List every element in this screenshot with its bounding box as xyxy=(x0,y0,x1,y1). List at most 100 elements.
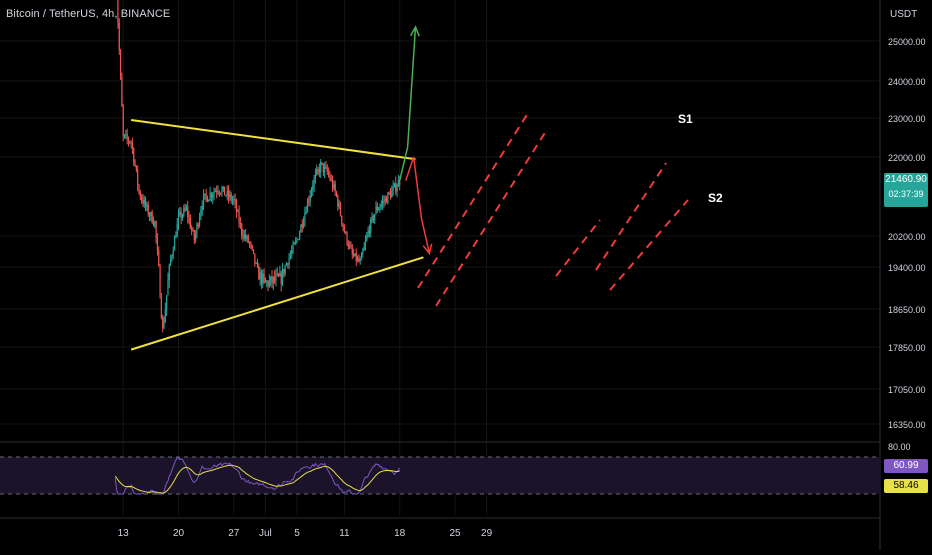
candle-body xyxy=(252,249,255,254)
candle-body xyxy=(134,162,136,166)
time-tick-label: 20 xyxy=(173,528,185,539)
candle-body xyxy=(249,242,251,244)
candle-body xyxy=(226,190,228,196)
candle-body xyxy=(218,191,220,194)
candle-body xyxy=(260,272,263,284)
candle-body xyxy=(189,218,191,229)
candle-body xyxy=(188,216,190,219)
scenario-label-s2: S2 xyxy=(708,191,723,205)
channel-lines xyxy=(417,112,689,307)
candle-body xyxy=(143,199,145,204)
candle-body xyxy=(271,276,273,283)
candle-body xyxy=(360,253,363,261)
candle-body xyxy=(185,207,187,210)
candle-body xyxy=(144,199,147,207)
candle-body xyxy=(206,196,209,202)
candle-body xyxy=(241,223,243,235)
candle-body xyxy=(379,206,381,209)
candle-body xyxy=(159,265,161,298)
candle-body xyxy=(368,230,371,234)
candle-body xyxy=(179,212,181,215)
current-price-value: 21460.90 xyxy=(885,174,927,185)
candle-body xyxy=(230,194,232,201)
candle-body xyxy=(295,240,297,243)
channel-line xyxy=(609,199,689,291)
candle-body xyxy=(381,200,384,204)
candle-body xyxy=(256,262,259,267)
candle-body xyxy=(326,167,328,173)
channel-line xyxy=(417,112,529,289)
candle-body xyxy=(192,230,194,232)
rsi-ma-line xyxy=(114,464,400,494)
candle-body xyxy=(204,193,206,196)
trendlines xyxy=(130,118,424,351)
candle-body xyxy=(331,179,334,189)
candle-body xyxy=(245,234,247,239)
price-tick-label: 22000.00 xyxy=(888,153,926,163)
current-price-badge: 21460.90 02:37:39 xyxy=(884,173,928,207)
candle-body xyxy=(195,233,197,241)
candle-body xyxy=(118,23,120,51)
time-tick-label: 29 xyxy=(481,528,493,539)
candle-body xyxy=(392,186,394,191)
candle-body xyxy=(209,193,211,200)
candle-body xyxy=(127,138,130,142)
candle-body xyxy=(388,192,390,194)
candle-body xyxy=(338,204,340,207)
candle-body xyxy=(358,258,360,262)
candle-body xyxy=(374,214,376,221)
candle-body xyxy=(166,295,168,310)
candle-body xyxy=(160,297,162,318)
candle-body xyxy=(264,278,266,283)
candle-body xyxy=(139,191,141,198)
candle-body xyxy=(208,199,210,202)
candle-body xyxy=(333,184,335,189)
candle-body xyxy=(176,223,178,238)
scenario-arrowhead-s2 xyxy=(422,243,433,256)
channel-line xyxy=(555,219,601,277)
candle-body xyxy=(291,250,293,255)
candle-body xyxy=(183,208,185,216)
candle-body xyxy=(250,242,252,246)
rsi-value-badge: 60.99 xyxy=(884,459,928,473)
candle-body xyxy=(148,214,151,216)
candle-body xyxy=(262,273,264,284)
scenario-arrowhead-s1 xyxy=(409,25,420,37)
candle-body xyxy=(202,195,205,206)
candle-body xyxy=(372,215,374,221)
candle-body xyxy=(302,221,305,227)
candle-body xyxy=(337,195,339,207)
candle-body xyxy=(213,191,215,195)
symbol-title: Bitcoin / TetherUS, 4h, BINANCE xyxy=(6,8,171,20)
candle-body xyxy=(200,210,202,218)
candle-body xyxy=(205,193,207,197)
candle-body xyxy=(137,169,139,186)
candle-body xyxy=(119,50,122,78)
candle-body xyxy=(163,322,165,328)
candle-body xyxy=(318,169,320,173)
candle-body xyxy=(147,204,149,215)
candle-body xyxy=(314,173,317,179)
candle-body xyxy=(135,165,137,170)
time-tick-label: 13 xyxy=(118,528,130,539)
trendline-lower xyxy=(130,256,424,351)
candle-body xyxy=(221,189,223,194)
candle-body xyxy=(399,180,401,186)
scenario-arrows: S1 S2 xyxy=(398,25,723,256)
candle-body xyxy=(313,178,315,187)
candle-body xyxy=(162,317,164,328)
candle-body xyxy=(227,190,230,198)
candle-body xyxy=(170,258,172,265)
candle-body xyxy=(355,253,357,262)
candle-body xyxy=(243,234,245,238)
candle-body xyxy=(366,235,368,241)
price-tick-label: 17050.00 xyxy=(888,385,926,395)
candle-body xyxy=(255,262,257,264)
candle-body xyxy=(274,276,276,281)
candle-body xyxy=(247,236,249,243)
candle-body xyxy=(324,166,326,173)
candle-body xyxy=(156,238,159,251)
candle-body xyxy=(225,195,227,197)
